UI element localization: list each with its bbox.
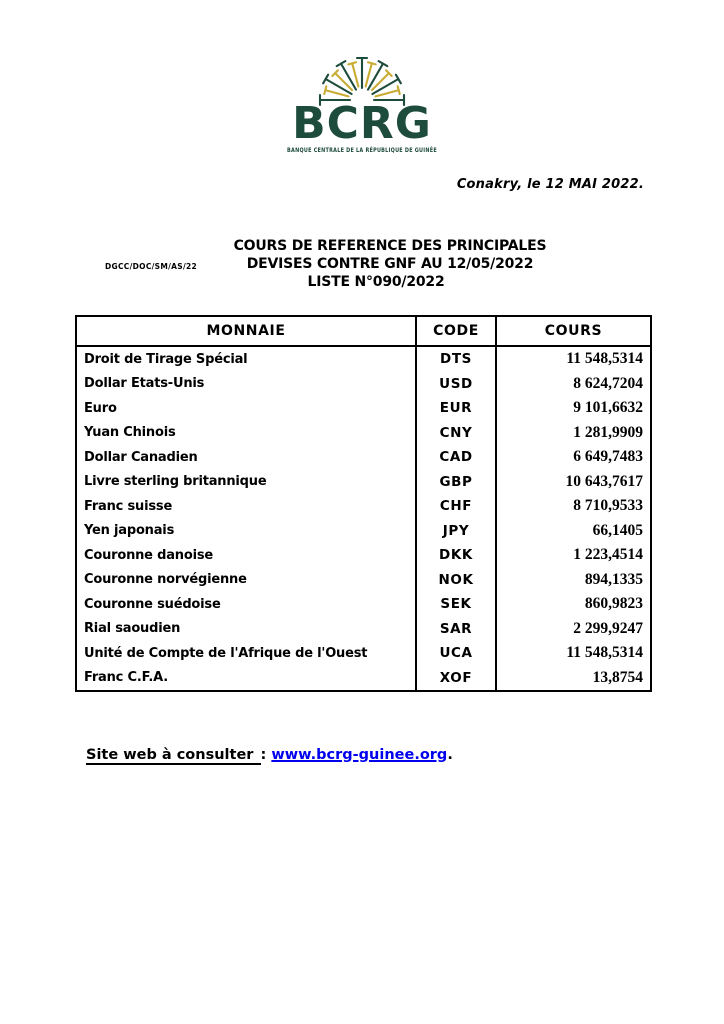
logo-acronym: BCRG bbox=[292, 98, 432, 149]
document-title: COURS DE REFERENCE DES PRINCIPALES DEVIS… bbox=[58, 237, 722, 291]
table-row: Rial saoudien SAR 2 299,9247 bbox=[77, 616, 650, 641]
currency-name: Unité de Compte de l'Afrique de l'Ouest bbox=[84, 645, 368, 661]
title-line-3: LISTE N°090/2022 bbox=[307, 274, 445, 290]
currency-code: SEK bbox=[415, 592, 495, 617]
sunburst-rays-icon bbox=[318, 56, 406, 107]
table-row: Couronne norvégienne NOK 894,1335 bbox=[77, 567, 650, 592]
table-row: Dollar Etats-Unis USD 8 624,7204 bbox=[77, 371, 650, 396]
table-row: Dollar Canadien CAD 6 649,7483 bbox=[77, 445, 650, 470]
currency-name: Rial saoudien bbox=[84, 621, 181, 637]
bcrg-logo: BCRG BANQUE CENTRALE DE LA RÉPUBLIQUE DE… bbox=[0, 46, 724, 154]
currency-name: Droit de Tirage Spécial bbox=[84, 351, 248, 367]
currency-name: Couronne danoise bbox=[84, 547, 213, 563]
currency-name: Dollar Etats-Unis bbox=[84, 376, 205, 392]
table-row: Unité de Compte de l'Afrique de l'Ouest … bbox=[77, 641, 650, 666]
currency-code: XOF bbox=[415, 665, 495, 690]
table-row: Yuan Chinois CNY 1 281,9909 bbox=[77, 420, 650, 445]
currency-code: DKK bbox=[415, 543, 495, 568]
currency-name: Couronne suédoise bbox=[84, 596, 221, 612]
header-currency: MONNAIE bbox=[206, 323, 286, 339]
website-line: Site web à consulter : www.bcrg-guinee.o… bbox=[86, 747, 453, 765]
currency-code: SAR bbox=[415, 616, 495, 641]
currency-code: CNY bbox=[415, 420, 495, 445]
currency-code: JPY bbox=[415, 518, 495, 543]
currency-code: UCA bbox=[415, 641, 495, 666]
title-line-2: DEVISES CONTRE GNF AU 12/05/2022 bbox=[246, 256, 534, 272]
title-line-1: COURS DE REFERENCE DES PRINCIPALES bbox=[233, 238, 547, 254]
currency-name: Dollar Canadien bbox=[84, 449, 198, 465]
table-row: Euro EUR 9 101,6632 bbox=[77, 396, 650, 421]
currency-code: EUR bbox=[415, 396, 495, 421]
currency-code: NOK bbox=[415, 567, 495, 592]
table-header-row: MONNAIE CODE COURS bbox=[77, 317, 650, 347]
currency-name: Franc suisse bbox=[84, 498, 173, 514]
website-period: . bbox=[447, 747, 453, 763]
currency-rate: 8 624,7204 bbox=[495, 371, 650, 396]
reference-code: DGCC/DOC/SM/AS/22 bbox=[105, 262, 198, 271]
currency-rate: 1 223,4514 bbox=[495, 543, 650, 568]
table-row: Couronne suédoise SEK 860,9823 bbox=[77, 592, 650, 617]
logo-tagline: BANQUE CENTRALE DE LA RÉPUBLIQUE DE GUIN… bbox=[287, 147, 437, 155]
website-colon: : bbox=[260, 747, 272, 763]
website-label: Site web à consulter bbox=[86, 747, 261, 765]
currency-rate: 1 281,9909 bbox=[495, 420, 650, 445]
currency-name: Yuan Chinois bbox=[84, 425, 176, 441]
table-body: Droit de Tirage Spécial DTS 11 548,5314 … bbox=[77, 347, 650, 690]
currency-rate: 13,8754 bbox=[495, 665, 650, 690]
currency-name: Euro bbox=[84, 400, 117, 416]
currency-rate: 8 710,9533 bbox=[495, 494, 650, 519]
currency-rate: 66,1405 bbox=[495, 518, 650, 543]
header-code: CODE bbox=[415, 317, 495, 345]
table-row: Droit de Tirage Spécial DTS 11 548,5314 bbox=[77, 347, 650, 372]
currency-code: GBP bbox=[415, 469, 495, 494]
currency-rate: 11 548,5314 bbox=[495, 347, 650, 372]
currency-rate: 10 643,7617 bbox=[495, 469, 650, 494]
currency-code: DTS bbox=[415, 347, 495, 372]
table-row: Couronne danoise DKK 1 223,4514 bbox=[77, 543, 650, 568]
table-row: Livre sterling britannique GBP 10 643,76… bbox=[77, 469, 650, 494]
currency-name: Couronne norvégienne bbox=[84, 572, 247, 588]
currency-rate: 6 649,7483 bbox=[495, 445, 650, 470]
currency-name: Franc C.F.A. bbox=[84, 670, 168, 686]
currency-rate: 11 548,5314 bbox=[495, 641, 650, 666]
header-rate: COURS bbox=[495, 317, 650, 345]
currency-code: CAD bbox=[415, 445, 495, 470]
currency-rate: 2 299,9247 bbox=[495, 616, 650, 641]
table-row: Franc C.F.A. XOF 13,8754 bbox=[77, 665, 650, 690]
currency-code: USD bbox=[415, 371, 495, 396]
currency-rate: 9 101,6632 bbox=[495, 396, 650, 421]
table-row: Franc suisse CHF 8 710,9533 bbox=[77, 494, 650, 519]
currency-code: CHF bbox=[415, 494, 495, 519]
exchange-rates-table: MONNAIE CODE COURS Droit de Tirage Spéci… bbox=[75, 315, 652, 692]
website-link[interactable]: www.bcrg-guinee.org bbox=[271, 747, 448, 763]
table-row: Yen japonais JPY 66,1405 bbox=[77, 518, 650, 543]
currency-rate: 860,9823 bbox=[495, 592, 650, 617]
currency-name: Yen japonais bbox=[84, 523, 175, 539]
currency-name: Livre sterling britannique bbox=[84, 474, 267, 490]
currency-rate: 894,1335 bbox=[495, 567, 650, 592]
date-line: Conakry, le 12 MAI 2022. bbox=[456, 177, 644, 192]
